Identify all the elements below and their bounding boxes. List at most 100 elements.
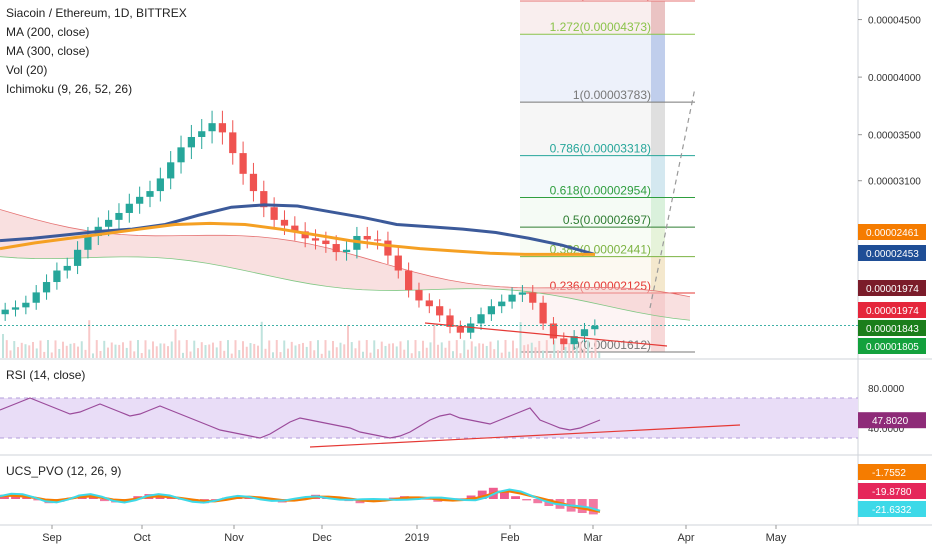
candle (301, 231, 309, 239)
volume-bar (47, 340, 49, 358)
volume-bar (35, 348, 38, 358)
volume-bar (99, 350, 102, 358)
legend-ichimoku[interactable]: Ichimoku (9, 26, 52, 26) (6, 82, 133, 96)
candle (198, 131, 206, 137)
legend-symbol[interactable]: Siacoin / Ethereum, 1D, BITTREX (6, 6, 187, 20)
volume-bar (557, 350, 559, 358)
candle (384, 240, 392, 256)
candle (394, 255, 402, 271)
volume-bar (347, 325, 349, 358)
volume-bar (152, 341, 154, 358)
price-badge (858, 245, 926, 261)
pvo-badge-label: -21.6332 (872, 505, 912, 516)
volume-bar (422, 340, 424, 358)
time-tick-label: Mar (584, 532, 603, 544)
volume-bar (208, 344, 211, 358)
volume-bar (137, 340, 139, 358)
ichimoku-cloud (0, 209, 690, 321)
volume-bar (189, 351, 192, 358)
candle (32, 292, 40, 303)
volume-bar (5, 340, 8, 358)
volume-bar (564, 346, 567, 358)
volume-bar (384, 345, 387, 358)
legend-vol[interactable]: Vol (20) (6, 63, 48, 77)
volume-bar (358, 340, 361, 358)
volume-bar (140, 353, 143, 358)
volume-bar (268, 340, 271, 358)
volume-bar (497, 340, 499, 358)
price-badge-label: 0.00002461 (866, 228, 919, 239)
volume-bar (279, 352, 282, 358)
fib-zone (651, 1, 665, 35)
legend-ma300[interactable]: MA (300, close) (6, 44, 90, 58)
candle (208, 123, 216, 132)
rsi-band (0, 398, 858, 438)
candle (249, 173, 258, 192)
candle (363, 235, 371, 240)
volume-bar (335, 347, 338, 358)
candle (229, 132, 237, 154)
volume-bar (43, 351, 46, 358)
fib-zone (651, 197, 665, 228)
volume-bar (410, 353, 413, 358)
candle (580, 329, 589, 337)
volume-bar (500, 352, 503, 358)
candle (260, 191, 268, 208)
volume-bar (320, 353, 323, 358)
volume-bar (362, 351, 364, 358)
fib-zone (651, 256, 665, 293)
pvo-bar (100, 499, 109, 502)
volume-bar (425, 347, 428, 358)
price-badge-label: 0.00002453 (866, 249, 919, 260)
volume-bar (185, 340, 188, 358)
volume-bar (95, 340, 98, 358)
candle (125, 203, 133, 213)
candle (1, 309, 9, 315)
candle (477, 314, 485, 324)
rsi-legend: RSI (14, close) (6, 366, 85, 385)
pvo-bar (466, 495, 476, 499)
volume-bar (182, 352, 184, 358)
candle (42, 282, 51, 293)
candle (415, 290, 423, 301)
volume-bar (290, 341, 293, 358)
volume-bar (504, 340, 507, 358)
price-badge (858, 224, 926, 240)
volume-bar (339, 342, 342, 358)
rsi-tick-label: 80.0000 (868, 384, 905, 395)
price-tick-label: 0.00003500 (868, 131, 921, 142)
pvo-pane: -1.7552 -19.8780 -21.6332 (0, 464, 926, 517)
legend-rsi[interactable]: RSI (14, close) (6, 368, 86, 382)
fib-label: 0.5(0.00002697) (563, 213, 651, 227)
volume-bar (380, 341, 383, 358)
candle (322, 240, 330, 245)
volume-bar (470, 341, 473, 358)
volume-bar (159, 343, 162, 358)
volume-bar (212, 342, 214, 358)
volume-bar (549, 353, 552, 358)
fib-zone-light (520, 102, 651, 156)
volume-bar (17, 347, 19, 358)
candle (63, 265, 71, 271)
candle (518, 292, 527, 295)
legend-ma200[interactable]: MA (200, close) (6, 25, 90, 39)
volume-bar (69, 343, 72, 358)
fib-zone (651, 155, 665, 198)
main-legend: Siacoin / Ethereum, 1D, BITTREX MA (200,… (6, 4, 187, 99)
price-badge (858, 280, 926, 296)
volume-bar (302, 342, 304, 358)
volume-bar (264, 348, 267, 358)
pvo-badge-label: -19.8780 (872, 487, 912, 498)
volume-bar (553, 340, 556, 358)
price-badge-label: 0.00001974 (866, 284, 919, 295)
candle (146, 191, 154, 197)
price-badge (858, 302, 926, 318)
volume-bar (455, 340, 458, 358)
candle (487, 306, 495, 315)
legend-pvo[interactable]: UCS_PVO (12, 26, 9) (6, 464, 122, 478)
volume-bar (227, 340, 229, 358)
volume-bar (459, 353, 462, 358)
time-tick-label: Nov (224, 532, 244, 544)
volume-bar (174, 329, 177, 358)
